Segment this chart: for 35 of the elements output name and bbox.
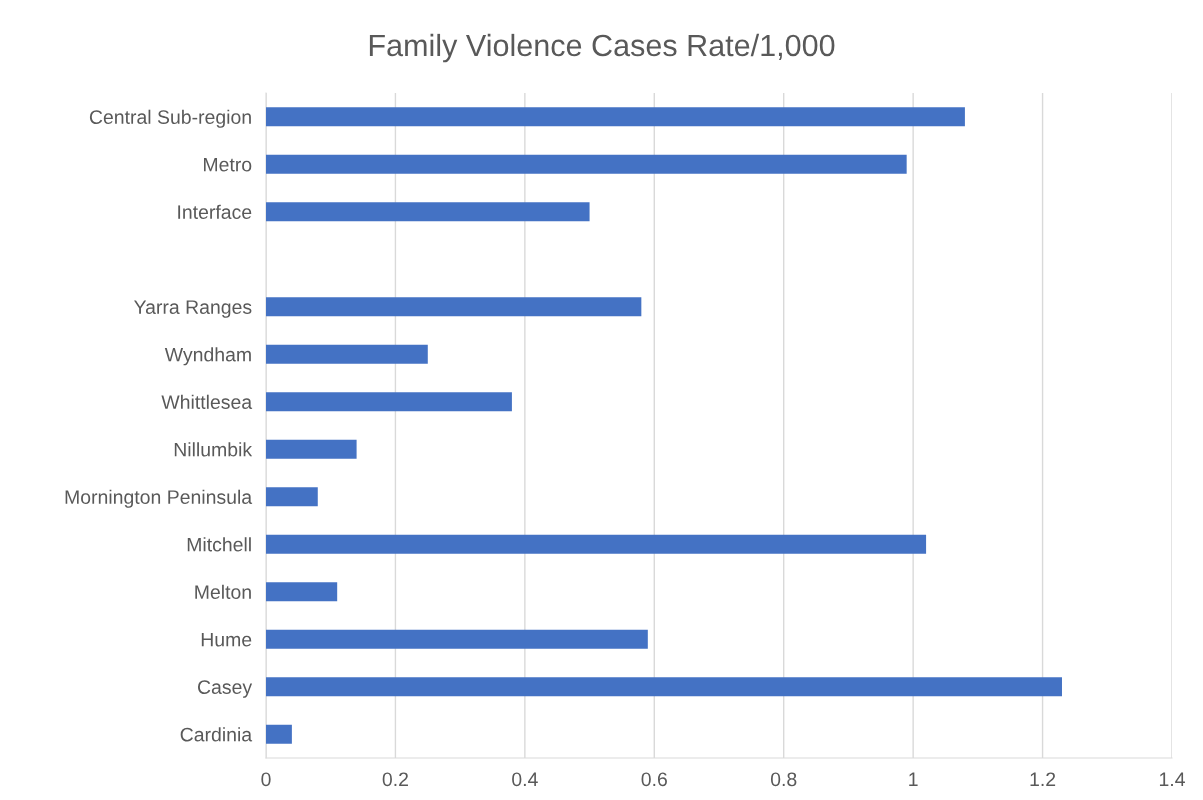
y-tick-label: Melton bbox=[195, 584, 251, 599]
y-tick-label: Mitchell bbox=[187, 537, 251, 552]
bar bbox=[266, 439, 357, 459]
y-tick-label: Metro bbox=[204, 157, 252, 172]
y-tick-label: Nillumbik bbox=[174, 442, 253, 457]
y-tick-label: Interface bbox=[178, 204, 252, 219]
y-tick-label: Whittlesea bbox=[161, 394, 253, 409]
bar bbox=[266, 677, 1062, 697]
x-tick-label: 0 bbox=[261, 772, 271, 787]
chart-title: Family Violence Cases Rate/1,000 bbox=[369, 33, 835, 63]
y-tick-label: Casey bbox=[197, 680, 253, 698]
x-tick-label: 0.4 bbox=[512, 772, 538, 787]
bar bbox=[266, 154, 907, 174]
bar bbox=[266, 629, 648, 649]
bar bbox=[266, 724, 292, 744]
bar bbox=[266, 107, 965, 127]
y-tick-label: Wyndham bbox=[164, 347, 251, 366]
x-tick-label: 0.8 bbox=[770, 772, 797, 787]
bar bbox=[266, 202, 590, 222]
x-tick-label: 0.2 bbox=[382, 772, 408, 787]
x-tick-label: 0.6 bbox=[641, 772, 667, 787]
y-tick-label: Central Sub-region bbox=[89, 109, 251, 128]
x-tick-label: 1.4 bbox=[1159, 772, 1185, 786]
bar bbox=[266, 582, 338, 602]
y-tick-label: Yarra Ranges bbox=[134, 300, 252, 318]
bar bbox=[266, 534, 927, 554]
y-tick-label: Cardinia bbox=[180, 727, 253, 742]
y-tick-label: Mornington Peninsula bbox=[65, 489, 253, 508]
bar bbox=[266, 392, 512, 412]
bar bbox=[266, 487, 318, 507]
x-tick-label: 1.2 bbox=[1030, 772, 1056, 786]
bar bbox=[266, 297, 642, 317]
x-tick-label: 1 bbox=[909, 772, 918, 786]
bar bbox=[266, 344, 428, 364]
y-tick-label: Hume bbox=[201, 632, 252, 647]
